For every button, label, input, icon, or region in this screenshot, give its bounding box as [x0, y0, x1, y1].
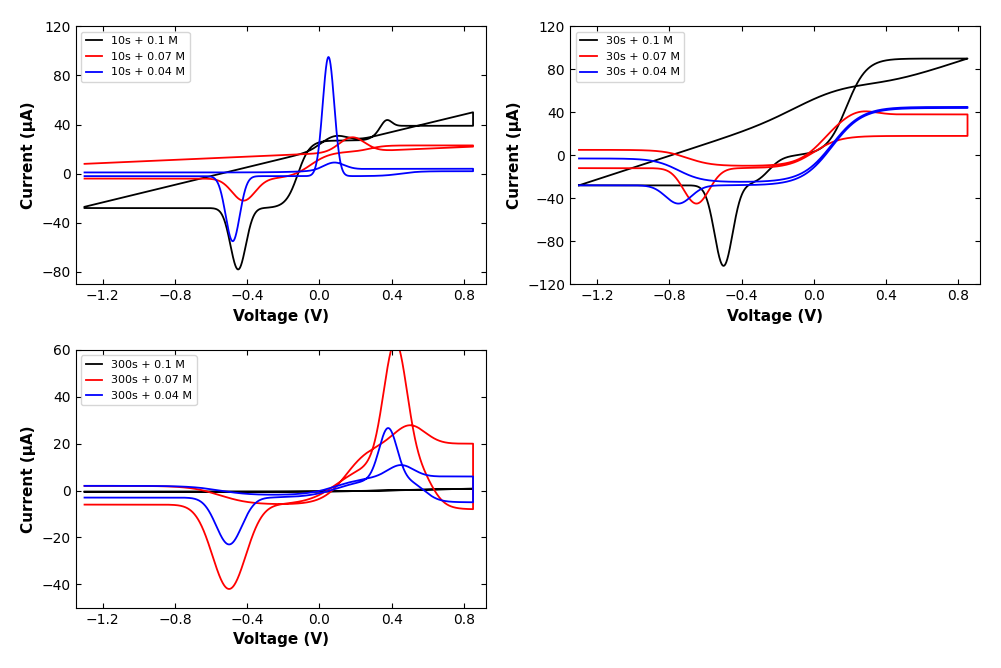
Y-axis label: Current (μA): Current (μA) [507, 102, 522, 209]
X-axis label: Voltage (V): Voltage (V) [232, 632, 328, 647]
Y-axis label: Current (μA): Current (μA) [21, 425, 36, 532]
X-axis label: Voltage (V): Voltage (V) [232, 309, 328, 323]
Legend: 30s + 0.1 M, 30s + 0.07 M, 30s + 0.04 M: 30s + 0.1 M, 30s + 0.07 M, 30s + 0.04 M [576, 32, 684, 82]
X-axis label: Voltage (V): Voltage (V) [727, 309, 823, 323]
Legend: 300s + 0.1 M, 300s + 0.07 M, 300s + 0.04 M: 300s + 0.1 M, 300s + 0.07 M, 300s + 0.04… [81, 355, 196, 405]
Legend: 10s + 0.1 M, 10s + 0.07 M, 10s + 0.04 M: 10s + 0.1 M, 10s + 0.07 M, 10s + 0.04 M [81, 32, 189, 82]
Y-axis label: Current (μA): Current (μA) [21, 102, 36, 209]
